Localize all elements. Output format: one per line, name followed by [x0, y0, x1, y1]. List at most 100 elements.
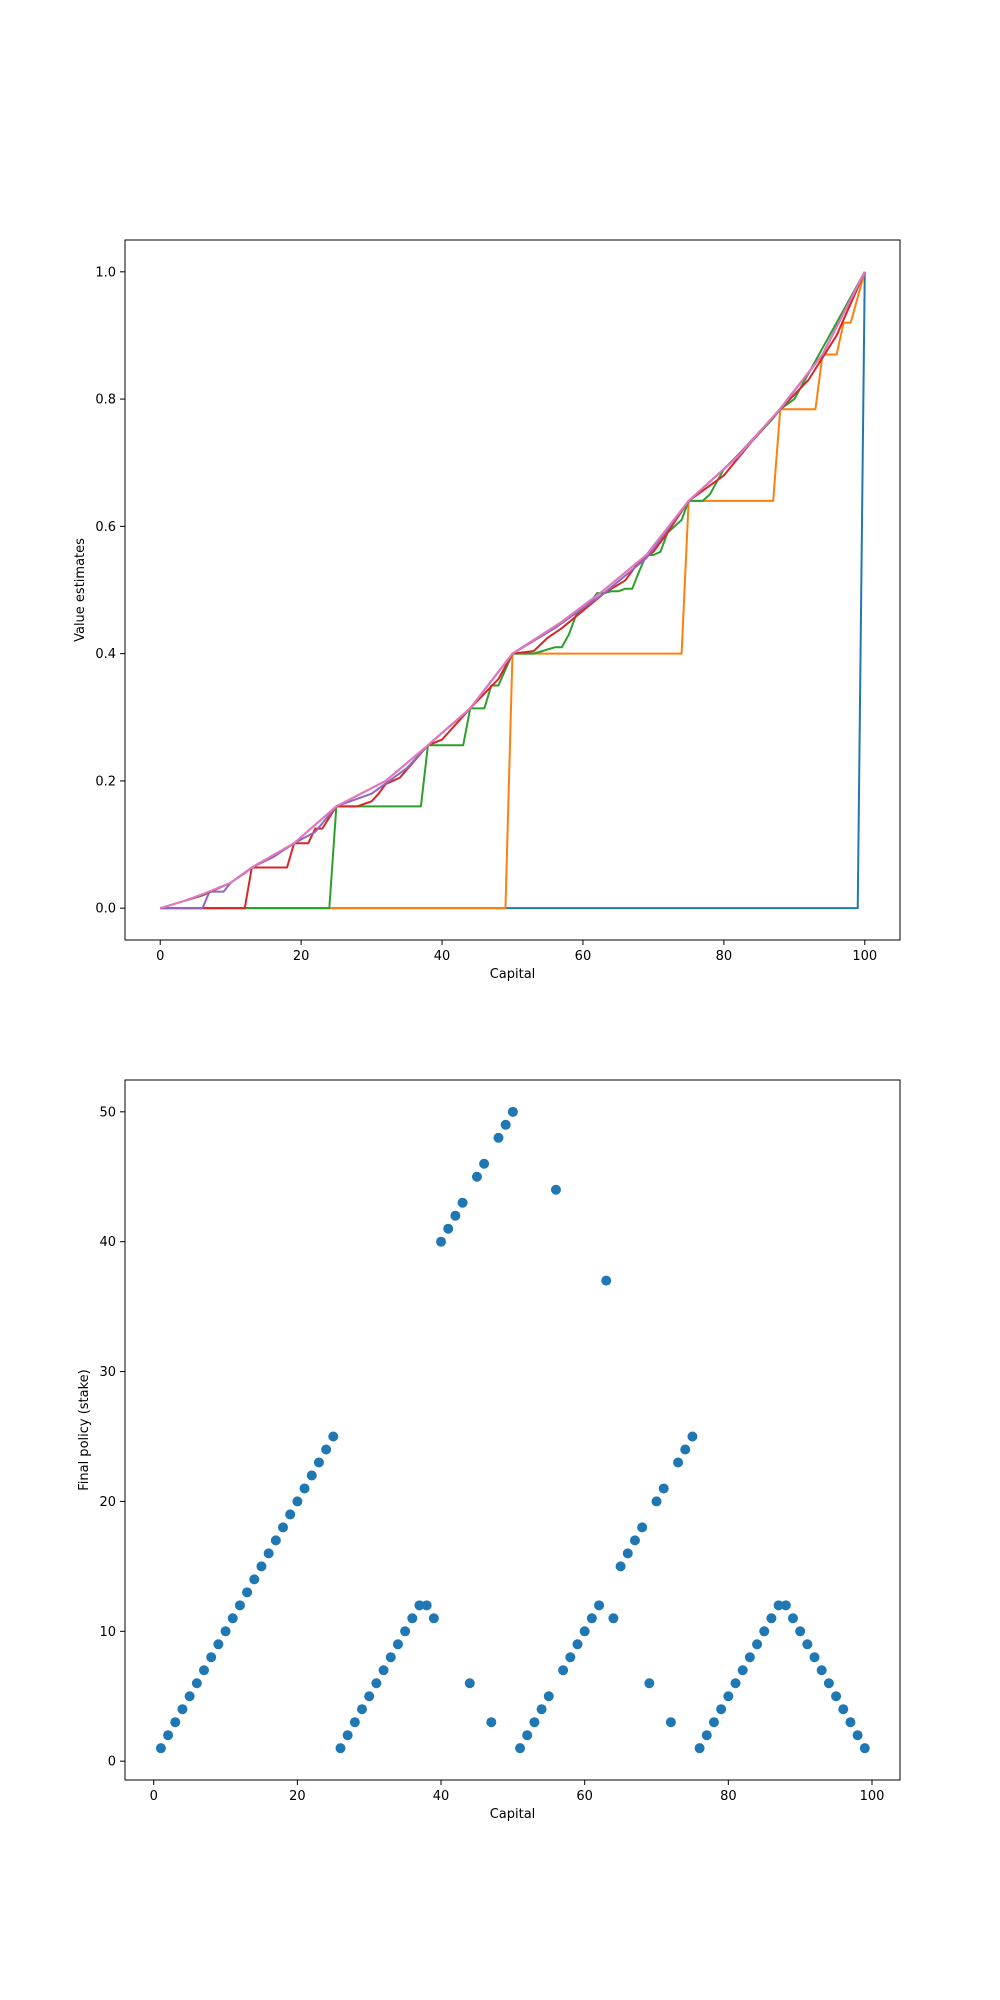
plot-frame [124, 239, 901, 941]
policy-point [601, 1275, 612, 1286]
policy-point [737, 1665, 748, 1676]
x-tick-label: 60 [576, 1789, 593, 1804]
x-tick-label: 60 [575, 949, 592, 964]
policy-point [170, 1717, 181, 1728]
x-axis-label: Capital [490, 1807, 536, 1822]
policy-point [859, 1743, 870, 1754]
policy-point [831, 1691, 842, 1702]
policy-point [565, 1652, 576, 1663]
value-estimates-chart: 0 20 40 60 80 100 0.0 0.2 0.4 0.6 0.8 1.0 Capital V… [73, 239, 901, 982]
policy-point [780, 1600, 791, 1611]
policy-point [400, 1626, 411, 1637]
y-tick-label: 30 [99, 1365, 116, 1380]
x-tick-label: 0 [150, 1789, 158, 1804]
policy-point [651, 1496, 662, 1507]
policy-point [299, 1483, 310, 1494]
policy-point [773, 1600, 784, 1611]
policy-point [285, 1509, 296, 1520]
x-axis-label: Capital [490, 967, 536, 982]
policy-point [716, 1704, 727, 1715]
final-policy-chart: 0 20 40 60 80 100 0 10 20 30 40 50 Capital Final po… [77, 1079, 901, 1822]
policy-point [500, 1119, 511, 1130]
policy-point [845, 1717, 856, 1728]
policy-point [421, 1600, 432, 1611]
x-tick-label: 100 [860, 1789, 885, 1804]
x-tick-label: 80 [720, 1789, 737, 1804]
policy-point [579, 1626, 590, 1637]
policy-point [306, 1470, 317, 1481]
policy-point [464, 1678, 475, 1689]
policy-point [450, 1210, 461, 1221]
policy-point [163, 1730, 174, 1741]
x-tick-label: 0 [156, 949, 164, 964]
policy-point [256, 1561, 267, 1572]
y-tick-label: 0.8 [95, 393, 116, 408]
y-tick-label: 1.0 [95, 265, 116, 280]
policy-point [515, 1743, 526, 1754]
policy-point [364, 1691, 375, 1702]
policy-point [177, 1704, 188, 1715]
y-tick-label: 0.4 [95, 647, 116, 662]
policy-point [730, 1678, 741, 1689]
policy-point [543, 1691, 554, 1702]
policy-point [759, 1626, 770, 1637]
x-tick-label: 100 [852, 949, 877, 964]
policy-point [673, 1457, 684, 1468]
policy-point [371, 1678, 382, 1689]
value-series-line-4 [160, 271, 866, 910]
policy-point [486, 1717, 497, 1728]
policy-point [357, 1704, 368, 1715]
policy-point [242, 1587, 253, 1598]
policy-point [529, 1717, 540, 1728]
policy-point [378, 1665, 389, 1676]
policy-point [206, 1652, 217, 1663]
plot-frame [124, 1079, 901, 1781]
x-tick-label: 40 [433, 1789, 450, 1804]
policy-point [493, 1132, 504, 1143]
policy-point [155, 1743, 166, 1754]
y-tick-label: 20 [99, 1495, 116, 1510]
policy-point [795, 1626, 806, 1637]
x-tick-label: 20 [293, 949, 310, 964]
policy-point [644, 1678, 655, 1689]
policy-point [407, 1613, 418, 1624]
policy-point [263, 1548, 274, 1559]
y-tick-label: 50 [99, 1105, 116, 1120]
policy-points [155, 1106, 870, 1754]
policy-point [479, 1158, 490, 1169]
x-tick-label: 20 [289, 1789, 306, 1804]
policy-point [392, 1639, 403, 1650]
y-axis-label: Value estimates [73, 538, 88, 642]
policy-point [199, 1665, 210, 1676]
policy-point [184, 1691, 195, 1702]
policy-point [522, 1730, 533, 1741]
policy-point [615, 1561, 626, 1572]
policy-point [471, 1171, 482, 1182]
value-series-line-3 [160, 271, 866, 910]
policy-point [349, 1717, 360, 1728]
policy-point [694, 1743, 705, 1754]
policy-point [752, 1639, 763, 1650]
policy-point [787, 1613, 798, 1624]
policy-point [586, 1613, 597, 1624]
policy-point [701, 1730, 712, 1741]
y-tick-label: 0.2 [95, 774, 116, 789]
y-axis-label: Final policy (stake) [77, 1369, 92, 1491]
policy-point [278, 1522, 289, 1533]
policy-point [665, 1717, 676, 1728]
policy-point [536, 1704, 547, 1715]
policy-point [708, 1717, 719, 1728]
y-tick-label: 40 [99, 1235, 116, 1250]
y-tick-label: 0.0 [95, 902, 116, 917]
policy-point [335, 1743, 346, 1754]
policy-point [443, 1223, 454, 1234]
policy-point [428, 1613, 439, 1624]
policy-point [550, 1184, 561, 1195]
y-tick-label: 10 [99, 1625, 116, 1640]
policy-point [744, 1652, 755, 1663]
policy-point [572, 1639, 583, 1650]
axis-ticks: 0 20 40 60 80 100 0 10 20 30 40 50 [99, 1105, 884, 1804]
policy-point [249, 1574, 260, 1585]
policy-point [852, 1730, 863, 1741]
